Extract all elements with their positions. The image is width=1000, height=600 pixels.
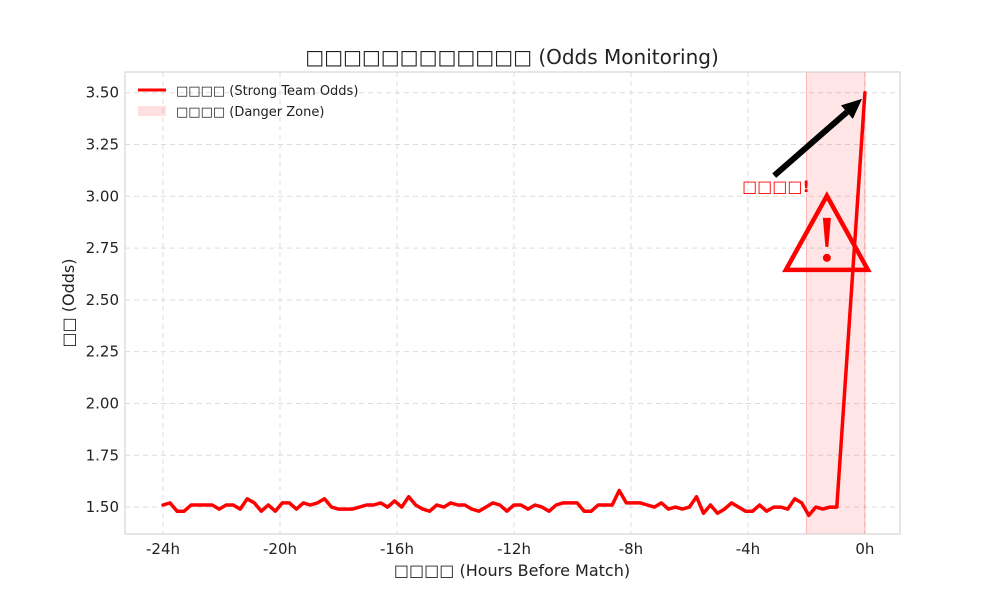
warning-triangle-icon — [782, 191, 872, 273]
x-tick-label: 0h — [855, 540, 874, 558]
legend: □□□□ (Strong Team Odds) □□□□ (Danger Zon… — [138, 84, 358, 120]
legend-label-zone: □□□□ (Danger Zone) — [176, 105, 324, 120]
x-tick-label: -20h — [263, 540, 297, 558]
y-axis-label: □□ (Odds) — [59, 258, 78, 347]
y-tick-label: 3.25 — [86, 136, 119, 154]
x-tick-label: -4h — [736, 540, 760, 558]
annotation-label: □□□□! — [742, 177, 810, 196]
legend-label-series: □□□□ (Strong Team Odds) — [176, 84, 358, 99]
x-tick-label: -24h — [146, 540, 180, 558]
y-tick-label: 1.50 — [86, 498, 119, 516]
warning-triangle-outline — [782, 191, 872, 273]
annotation-arrow-head — [840, 98, 862, 119]
legend-swatch-zone — [138, 106, 166, 116]
odds-series-line — [161, 90, 867, 518]
y-tick-label: 1.75 — [86, 446, 119, 464]
y-tick-label: 2.00 — [86, 394, 119, 412]
x-tick-label: -12h — [497, 540, 531, 558]
grid — [125, 72, 900, 534]
series-layer — [161, 90, 867, 518]
annotation-layer: □□□□! — [742, 98, 872, 273]
x-tick-label: -16h — [380, 540, 414, 558]
y-tick-label: 3.00 — [86, 187, 119, 205]
tick-labels: -24h -20h -16h -12h -8h -4h 0h 1.50 1.75 2.00 2.25… — [86, 84, 875, 558]
danger-zone-layer — [805, 72, 866, 534]
y-tick-label: 2.50 — [86, 291, 119, 309]
y-tick-label: 2.25 — [86, 343, 119, 361]
plot-frame — [124, 71, 901, 535]
x-tick-label: -8h — [619, 540, 643, 558]
chart-title: □□□□□□□□□□□□ (Odds Monitoring) — [305, 45, 719, 69]
danger-zone-band — [806, 72, 865, 534]
y-tick-label: 3.50 — [86, 84, 119, 102]
warning-exclamation-bar — [822, 217, 831, 247]
annotation-arrow-shaft — [772, 109, 849, 178]
x-axis-label: □□□□ (Hours Before Match) — [394, 561, 630, 580]
warning-exclamation-dot — [822, 253, 831, 262]
y-tick-label: 2.75 — [86, 239, 119, 257]
